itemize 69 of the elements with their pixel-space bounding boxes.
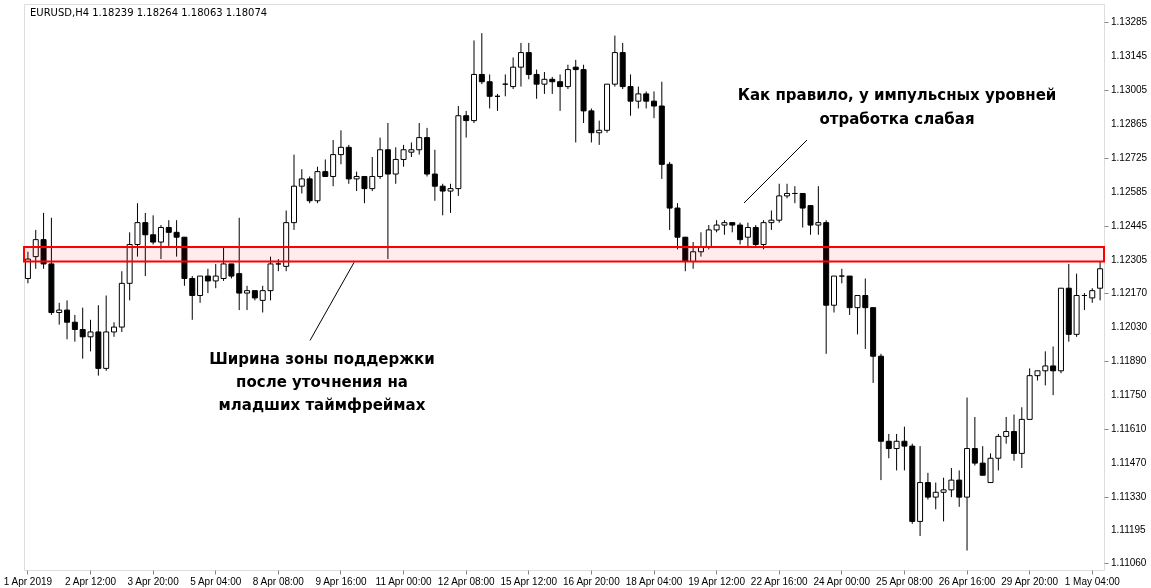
candlestick (1003, 416, 1010, 445)
candlestick (971, 416, 978, 467)
y-tick-label: 1.12725 (1111, 152, 1148, 164)
x-tick-label: 29 Apr 20:00 (1001, 575, 1059, 587)
candlestick (564, 64, 571, 90)
y-tick-label: 1.12445 (1111, 220, 1148, 232)
y-tick-label: 1.13285 (1111, 16, 1148, 28)
x-tick-label: 11 Apr 00:00 (375, 575, 432, 587)
candlestick (784, 183, 791, 199)
x-tick-label: 24 Apr 00:00 (813, 575, 871, 587)
band-label: Ширина зоны поддержки после уточнения на младших таймфреймах (209, 350, 435, 415)
x-tick-label: 22 Apr 16:00 (750, 575, 809, 587)
candlestick (24, 251, 31, 284)
y-tick-label: 1.11610 (1111, 423, 1147, 435)
y-tick-label: 1.11890 (1111, 355, 1147, 367)
y-tick-label: 1.12030 (1111, 321, 1148, 333)
candlestick (557, 73, 564, 112)
candlestick (197, 275, 204, 304)
y-tick-label: 1.11470 (1111, 457, 1147, 469)
candlestick (697, 231, 704, 258)
x-tick-label: 5 Apr 04:00 (190, 575, 242, 587)
y-tick-label: 1.12305 (1111, 254, 1148, 266)
y-tick-label: 1.12585 (1111, 186, 1148, 198)
annotation: Как правило, у импульсных уровней отработка слабая (737, 86, 1057, 128)
candlestick (204, 268, 211, 294)
candlestick (111, 321, 117, 338)
x-tick-label: 18 Apr 04:00 (625, 575, 683, 587)
x-tick-label: 1 Apr 2019 (3, 575, 53, 587)
candlestick (744, 222, 751, 248)
x-tick-label: 8 Apr 08:00 (252, 575, 305, 587)
candlestick (651, 90, 657, 119)
x-tick-label: 16 Apr 20:00 (563, 575, 621, 587)
x-tick-label: 9 Apr 16:00 (315, 575, 367, 587)
candlestick (690, 241, 697, 270)
x-tick-label: 12 Apr 08:00 (437, 575, 495, 587)
x-tick-label: 3 Apr 20:00 (127, 575, 180, 587)
candlestick (1011, 414, 1017, 462)
x-tick-label: 26 Apr 16:00 (938, 575, 996, 587)
candlestick (71, 314, 78, 343)
y-tick-label: 1.12865 (1111, 118, 1148, 130)
y-tick-label: 1.11195 (1111, 523, 1147, 535)
candlestick (150, 214, 157, 245)
candlestick (431, 149, 438, 202)
candlestick (486, 73, 493, 109)
candlestick (517, 42, 524, 88)
x-tick-label: 2 Apr 12:00 (64, 575, 117, 587)
x-tick-label: 1 May 04:00 (1064, 575, 1121, 587)
chart-title: EURUSD,H4 1.18239 1.18264 1.18063 1.18074 (30, 7, 268, 18)
candlestick (157, 224, 164, 260)
x-tick-label: 15 Apr 12:00 (500, 575, 558, 587)
y-tick-label: 1.13005 (1111, 84, 1148, 96)
candlestick (478, 32, 485, 85)
candlestick (298, 168, 305, 194)
x-tick-label: 25 Apr 08:00 (876, 575, 934, 587)
y-tick-label: 1.11330 (1111, 491, 1147, 503)
candlestick (64, 299, 71, 340)
y-tick-label: 1.11060 (1111, 556, 1147, 568)
candlestick (330, 139, 337, 187)
y-tick-label: 1.11750 (1111, 389, 1147, 401)
candlestick (510, 56, 517, 90)
candlestick (924, 472, 931, 501)
candlestick (1050, 346, 1057, 396)
candlestick (337, 129, 344, 165)
y-tick-label: 1.12170 (1111, 287, 1148, 299)
candlestick (244, 285, 251, 311)
candlestick (737, 222, 744, 245)
candlestick (463, 110, 470, 139)
x-tick-label: 19 Apr 12:00 (688, 575, 746, 587)
y-tick-label: 1.13145 (1111, 50, 1148, 62)
